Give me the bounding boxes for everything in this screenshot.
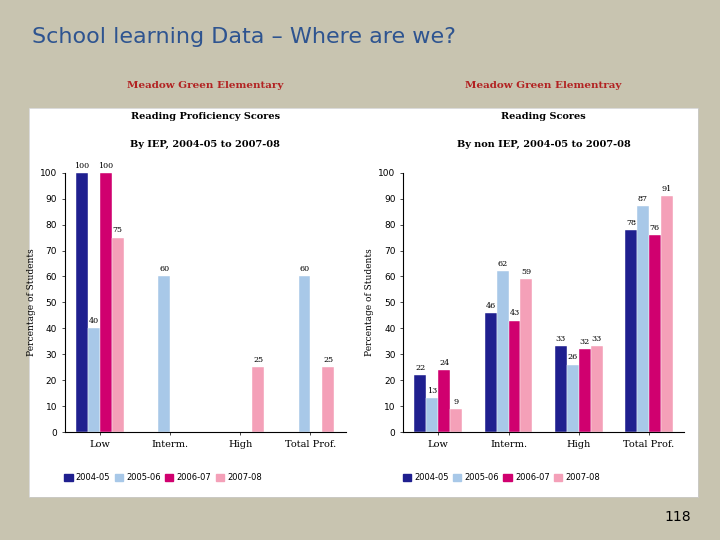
Text: 32: 32	[580, 338, 590, 346]
Bar	[323, 367, 334, 432]
Text: 60: 60	[300, 265, 310, 273]
Bar	[112, 238, 124, 432]
Text: 40: 40	[89, 317, 99, 325]
Text: 75: 75	[113, 226, 123, 234]
Legend: 2004-05, 2005-06, 2006-07, 2007-08: 2004-05, 2005-06, 2006-07, 2007-08	[402, 472, 601, 483]
Text: 24: 24	[439, 359, 449, 367]
Text: 78: 78	[626, 219, 636, 227]
Text: 9: 9	[454, 397, 459, 406]
Text: 43: 43	[509, 309, 520, 318]
Text: 22: 22	[415, 364, 426, 372]
Text: Meadow Green Elementray: Meadow Green Elementray	[465, 81, 622, 90]
Text: 76: 76	[650, 224, 660, 232]
Bar	[625, 230, 637, 432]
Bar	[497, 271, 508, 432]
Bar	[521, 279, 532, 432]
Text: 26: 26	[567, 354, 578, 361]
Bar	[158, 276, 170, 432]
Bar	[508, 321, 521, 432]
Text: 91: 91	[662, 185, 672, 193]
Text: 100: 100	[74, 161, 89, 170]
Bar	[649, 235, 661, 432]
Bar	[555, 347, 567, 432]
Bar	[299, 276, 310, 432]
Text: Reading Scores: Reading Scores	[501, 112, 586, 121]
Bar	[438, 370, 450, 432]
Bar	[579, 349, 590, 432]
Text: 25: 25	[323, 356, 333, 364]
Bar	[567, 364, 579, 432]
Text: Reading Proficiency Scores: Reading Proficiency Scores	[130, 112, 280, 121]
Bar	[661, 196, 672, 432]
Text: School learning Data – Where are we?: School learning Data – Where are we?	[32, 27, 456, 47]
Bar	[637, 206, 649, 432]
Bar	[485, 313, 497, 432]
Y-axis label: Percentage of Students: Percentage of Students	[27, 248, 36, 356]
Text: 33: 33	[591, 335, 602, 343]
Text: 25: 25	[253, 356, 264, 364]
Text: 46: 46	[485, 302, 496, 309]
Text: Meadow Green Elementary: Meadow Green Elementary	[127, 81, 284, 90]
Text: 62: 62	[498, 260, 508, 268]
Bar	[415, 375, 426, 432]
Text: 33: 33	[556, 335, 566, 343]
Text: 87: 87	[638, 195, 648, 204]
Text: 13: 13	[427, 387, 438, 395]
Bar	[450, 409, 462, 432]
Y-axis label: Percentage of Students: Percentage of Students	[365, 248, 374, 356]
Text: 118: 118	[665, 510, 691, 524]
Bar	[76, 173, 88, 432]
Text: 59: 59	[521, 268, 531, 276]
Bar	[590, 347, 603, 432]
Text: 100: 100	[99, 161, 114, 170]
Bar	[252, 367, 264, 432]
Bar	[100, 173, 112, 432]
Text: By IEP, 2004-05 to 2007-08: By IEP, 2004-05 to 2007-08	[130, 140, 280, 150]
Text: By non IEP, 2004-05 to 2007-08: By non IEP, 2004-05 to 2007-08	[456, 140, 631, 150]
Text: 60: 60	[159, 265, 169, 273]
Bar	[426, 399, 438, 432]
Bar	[88, 328, 100, 432]
Legend: 2004-05, 2005-06, 2006-07, 2007-08: 2004-05, 2005-06, 2006-07, 2007-08	[63, 472, 263, 483]
